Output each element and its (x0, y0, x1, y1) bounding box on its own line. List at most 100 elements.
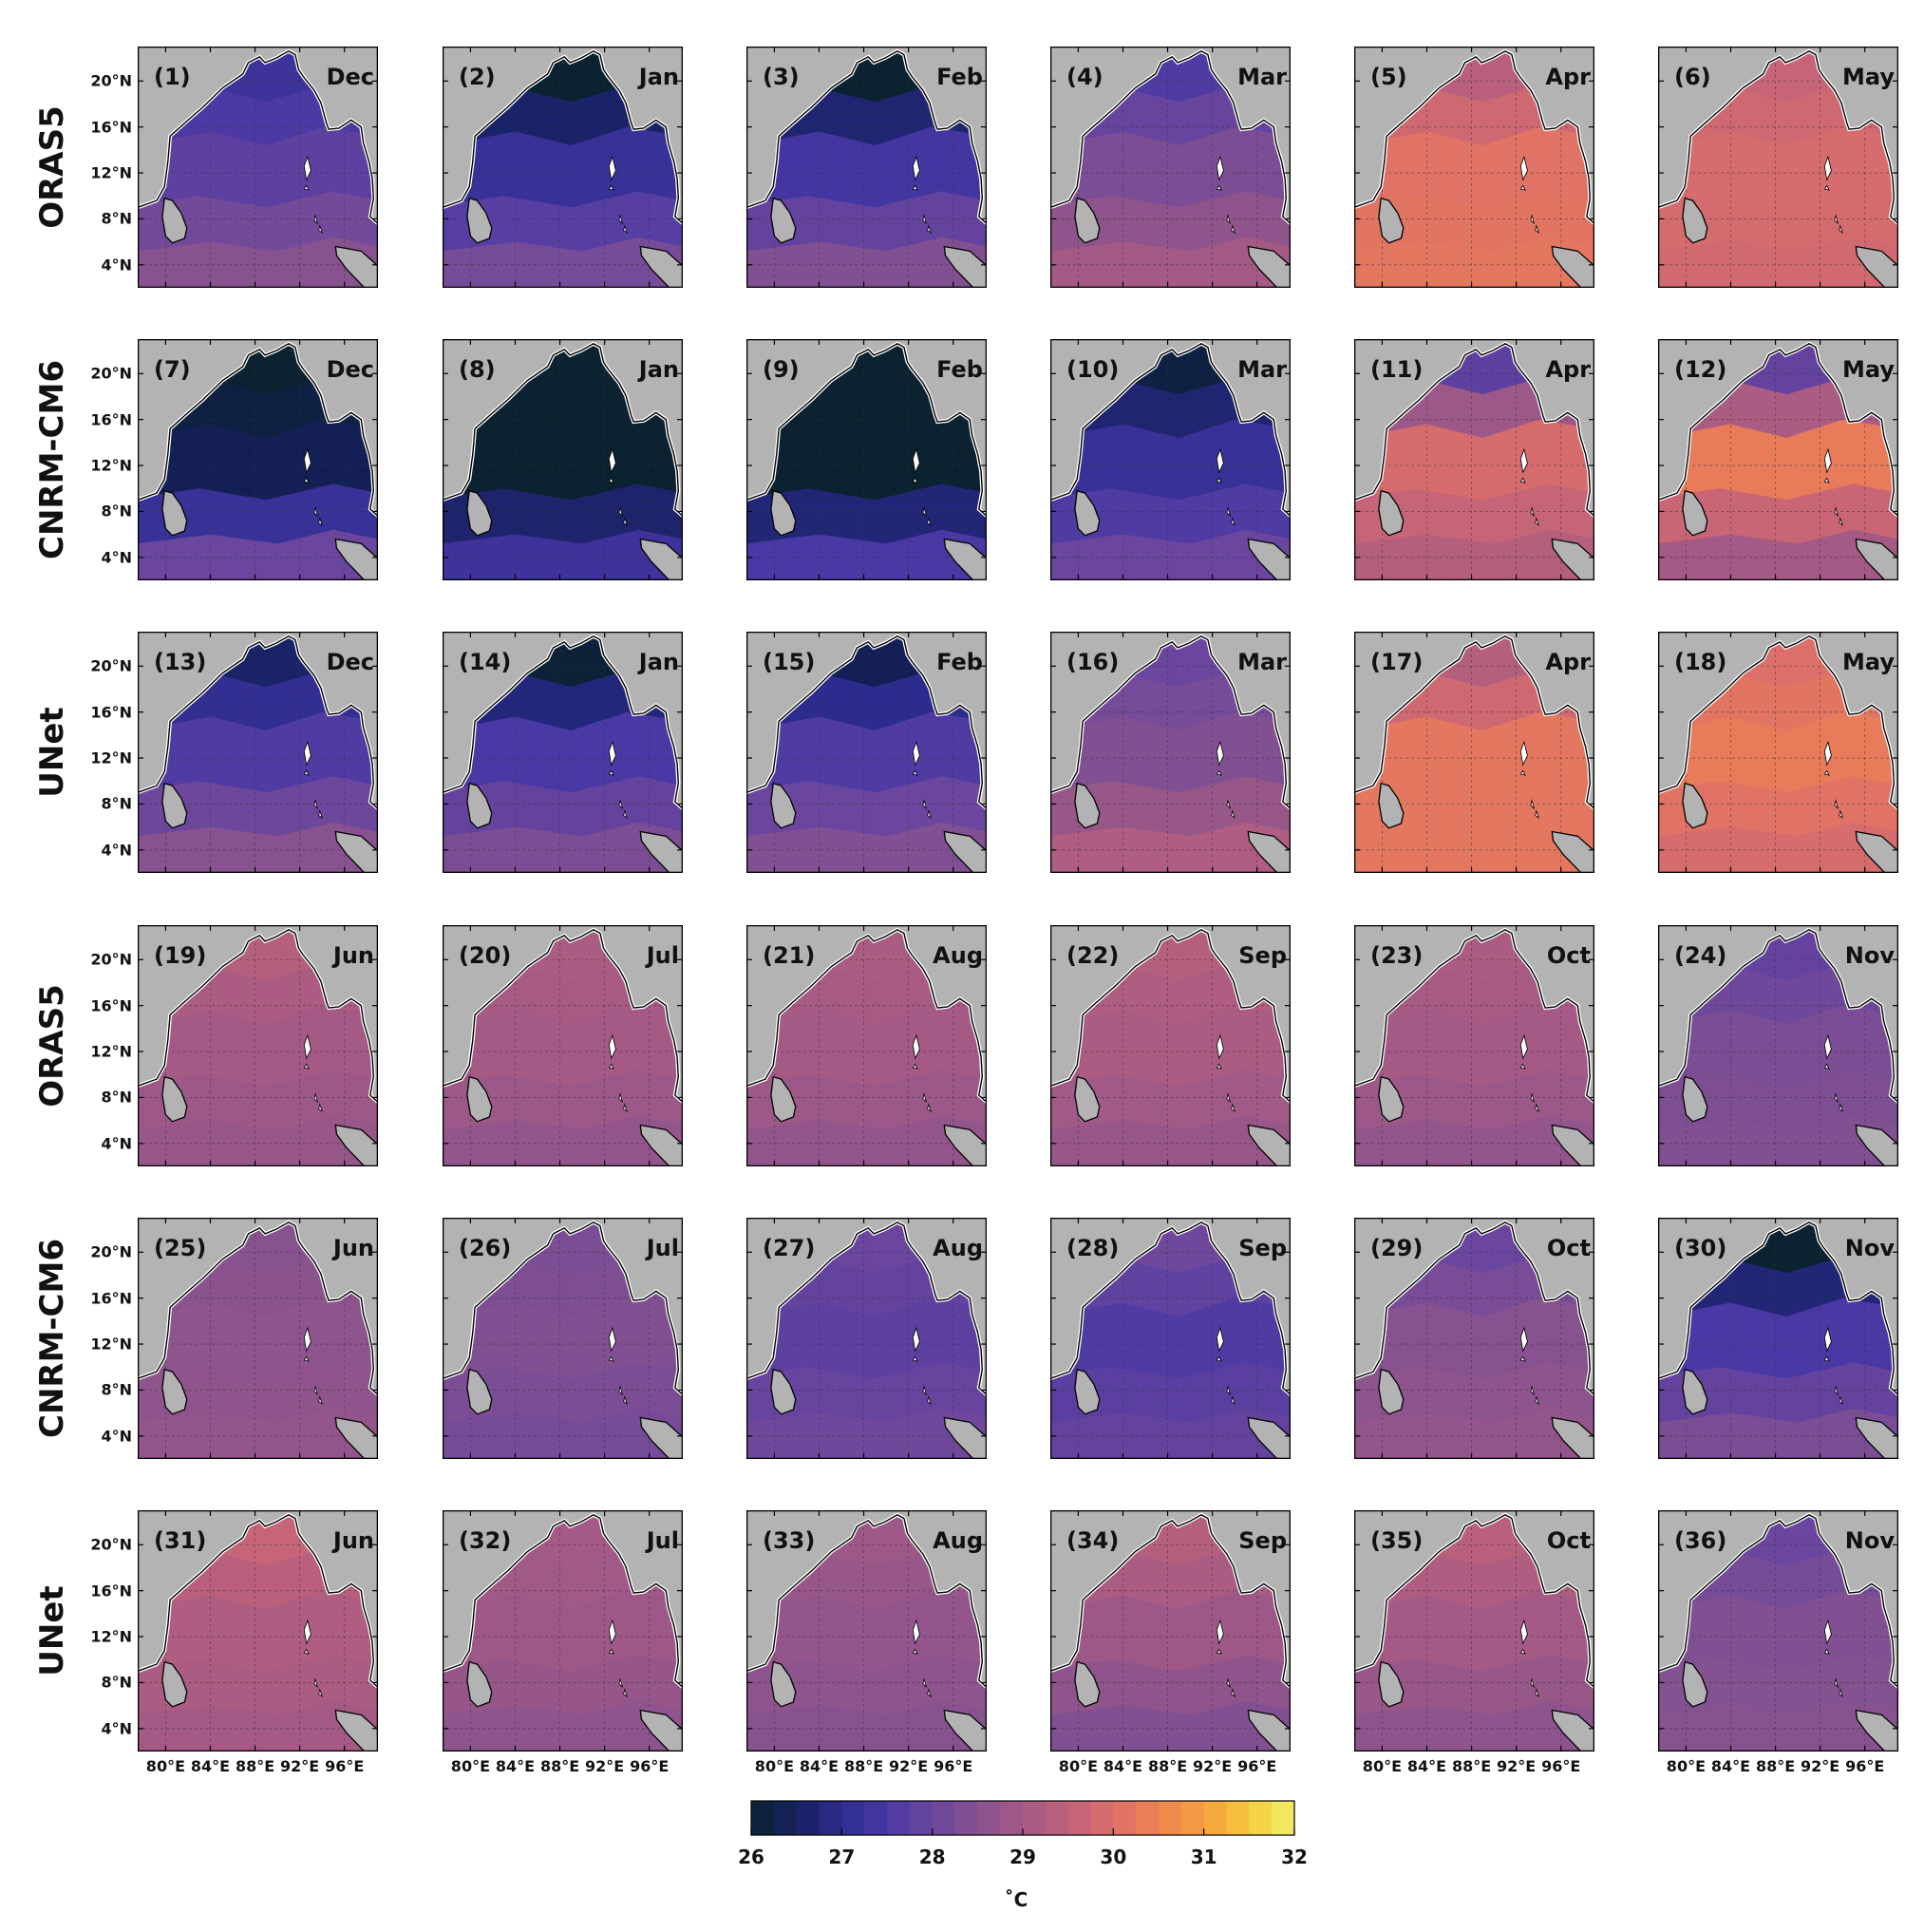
andaman-nicobar-island (1839, 224, 1843, 234)
sst-map-panel-21: (21) Aug (746, 925, 987, 1166)
sst-map-panel-20: (20) Jul (443, 925, 683, 1166)
colorbar-segment (1226, 1801, 1250, 1835)
andaman-nicobar-island (313, 799, 318, 809)
panel-frame (746, 1510, 987, 1752)
panel-frame (1354, 925, 1594, 1166)
andaman-nicobar-island (927, 224, 932, 234)
mainland (746, 925, 987, 1103)
coastline (746, 1222, 987, 1395)
andaman-nicobar-island (618, 1385, 623, 1395)
panel-number: (7) (154, 356, 191, 383)
andaman-nicobar-island (313, 1677, 318, 1688)
andaman-nicobar-island (1839, 517, 1843, 526)
lat-label: 12°N (90, 1335, 132, 1354)
andaman-nicobar-island (1823, 1033, 1832, 1060)
andaman-nicobar-island (1519, 447, 1528, 474)
andaman-nicobar-island (1535, 224, 1539, 234)
andaman-nicobar-island (1216, 1355, 1222, 1362)
mainland (138, 632, 378, 809)
panel-month: Jun (331, 1527, 374, 1554)
andaman-nicobar-island (608, 769, 614, 776)
panel-month: May (1842, 649, 1895, 675)
andaman-nicobar-island (1823, 1619, 1832, 1645)
panel-number: (1) (154, 64, 191, 90)
sst-map-panel-9: (9) Feb (746, 339, 987, 580)
mainland (1050, 339, 1291, 517)
mainland (1658, 925, 1898, 1103)
lon-label: 92°E (585, 1757, 625, 1775)
panel-frame (443, 339, 683, 580)
coastline (443, 635, 683, 809)
mainland (1354, 47, 1594, 224)
sst-map-panel-1: (1) Dec (138, 47, 378, 288)
panel-frame (443, 925, 683, 1166)
andaman-nicobar-island (618, 1092, 623, 1103)
mainland (746, 1218, 987, 1395)
sumatra (334, 830, 378, 873)
sst-map-panel-4: (4) Mar (1050, 47, 1291, 288)
sri-lanka (161, 782, 188, 829)
andaman-nicobar-island (1216, 1619, 1224, 1645)
andaman-nicobar-island (1226, 506, 1231, 517)
panel-number: (3) (763, 64, 800, 90)
andaman-nicobar-island (912, 1063, 918, 1070)
panel-number: (13) (154, 649, 206, 675)
andaman-nicobar-island (1834, 1092, 1839, 1103)
andaman-nicobar-island (1839, 1688, 1843, 1697)
coastline (1354, 1514, 1594, 1688)
sst-map-panel-15: (15) Feb (746, 632, 987, 873)
sst-map-panel-25: (25) Jun (138, 1218, 378, 1459)
colorbar-tick-label: 29 (1009, 1846, 1036, 1868)
lon-label: 88°E (843, 1757, 884, 1775)
andaman-nicobar-island (922, 1385, 927, 1395)
panel-number: (4) (1066, 64, 1103, 90)
coastline (1050, 343, 1291, 517)
panel-number: (6) (1674, 64, 1711, 90)
coastline (138, 635, 378, 809)
row-label: UNet (33, 707, 71, 798)
panel-frame (1658, 47, 1898, 288)
andaman-nicobar-island (313, 1385, 318, 1395)
andaman-nicobar-island (927, 517, 932, 526)
lon-label: 80°E (145, 1757, 186, 1775)
sst-map-panel-33: (33) Aug (746, 1510, 987, 1752)
sumatra (639, 1709, 683, 1752)
panel-month: Aug (933, 1527, 983, 1554)
panel-frame (1354, 1510, 1594, 1752)
sumatra (1855, 1416, 1898, 1459)
andaman-nicobar-island (318, 1395, 323, 1405)
andaman-nicobar-island (1216, 447, 1224, 474)
mainland (138, 925, 378, 1103)
andaman-nicobar-island (912, 1326, 920, 1353)
lat-label: 12°N (90, 1627, 132, 1646)
andaman-nicobar-island (1216, 477, 1222, 483)
mainland (1658, 339, 1898, 517)
sst-map-panel-2: (2) Jan (443, 47, 683, 288)
andaman-nicobar-island (1823, 1063, 1830, 1070)
andaman-nicobar-island (1216, 1648, 1222, 1655)
sst-map-panel-30: (30) Nov (1658, 1218, 1898, 1459)
panel-frame (746, 47, 987, 288)
panel-number: (33) (763, 1527, 815, 1554)
andaman-nicobar-island (623, 809, 628, 819)
panel-month: Sep (1238, 1527, 1287, 1554)
mainland (138, 1510, 378, 1688)
andaman-nicobar-island (1519, 1619, 1528, 1645)
andaman-nicobar-island (1823, 1648, 1830, 1655)
panel-number: (9) (763, 356, 800, 383)
panel-frame (1658, 1218, 1898, 1459)
sri-lanka (1074, 197, 1101, 244)
mainland (1354, 1510, 1594, 1688)
andaman-nicobar-island (608, 1326, 616, 1353)
lat-label: 16°N (90, 118, 132, 137)
andaman-nicobar-island (1823, 769, 1830, 776)
sumatra (943, 1709, 987, 1752)
panel-number: (36) (1674, 1527, 1726, 1554)
andaman-nicobar-island (1535, 809, 1539, 819)
andaman-nicobar-island (1519, 740, 1528, 767)
colorbar-tick-label: 31 (1190, 1846, 1217, 1868)
sri-lanka (161, 1660, 188, 1708)
sumatra (334, 1709, 378, 1752)
lon-label: 88°E (1755, 1757, 1796, 1775)
sri-lanka (1074, 1660, 1101, 1708)
